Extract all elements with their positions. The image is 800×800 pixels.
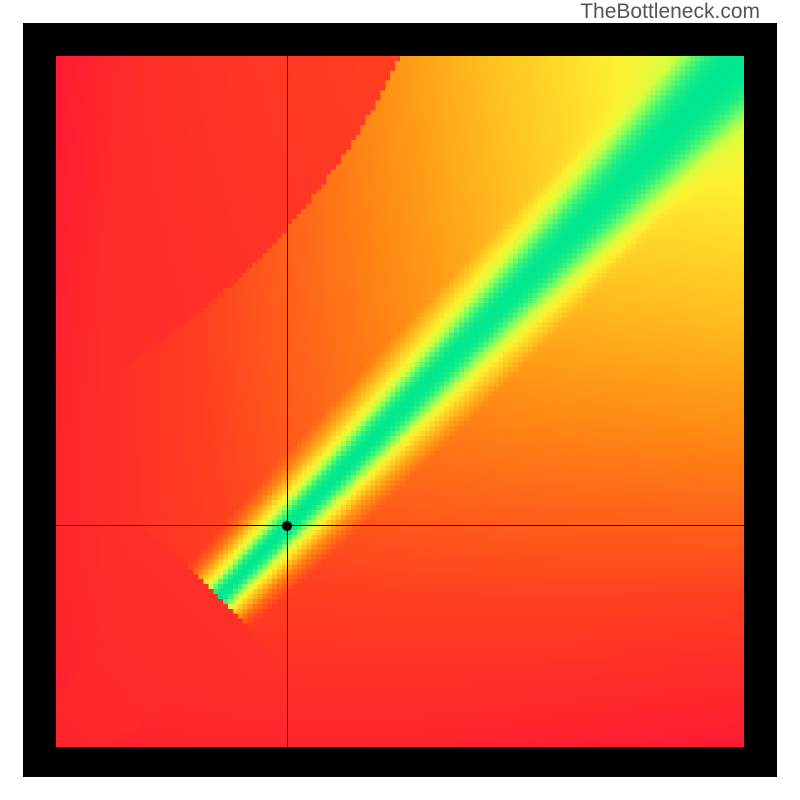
crosshair-vertical [287, 56, 288, 747]
bottleneck-heatmap [56, 56, 744, 747]
crosshair-marker [282, 521, 292, 531]
crosshair-horizontal [56, 525, 744, 526]
watermark-text: TheBottleneck.com [580, 0, 760, 24]
